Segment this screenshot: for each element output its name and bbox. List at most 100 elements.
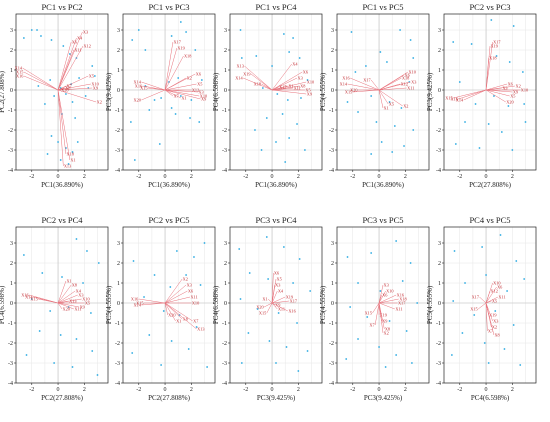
sample-point bbox=[380, 141, 383, 143]
sample-point bbox=[378, 346, 380, 348]
sample-point bbox=[288, 137, 291, 139]
sample-point bbox=[76, 141, 79, 143]
x-tick-label: -2 bbox=[350, 174, 355, 180]
loading-label: X3 bbox=[384, 283, 389, 288]
plot-frame bbox=[336, 13, 430, 171]
sample-point bbox=[346, 256, 349, 258]
loading-label: X10 bbox=[386, 289, 393, 294]
loading-label: X9 bbox=[80, 305, 85, 310]
loading-vector bbox=[138, 298, 166, 304]
sample-point bbox=[36, 29, 38, 31]
loading-label: X15 bbox=[445, 96, 452, 101]
sample-point bbox=[158, 143, 161, 145]
sample-point bbox=[248, 272, 251, 274]
loading-label: X15 bbox=[16, 70, 23, 75]
loading-vector bbox=[378, 302, 395, 310]
loading-vector bbox=[374, 302, 380, 326]
x-axis-label: PC1(36.890%) bbox=[255, 181, 297, 189]
y-tick-label: 0 bbox=[117, 88, 120, 94]
loading-label: X2 bbox=[403, 104, 408, 109]
loading-label: X20 bbox=[61, 88, 68, 93]
y-axis-label: PC5(4.555%) bbox=[319, 285, 327, 324]
sample-point bbox=[282, 246, 285, 248]
y-tick-label: 1 bbox=[117, 68, 120, 74]
sample-point bbox=[25, 354, 28, 356]
panel-title: PC3 vs PC5 bbox=[362, 215, 403, 225]
loading-label: X3 bbox=[275, 283, 280, 288]
loading-label: X9 bbox=[275, 303, 280, 308]
sample-point bbox=[490, 19, 493, 21]
y-tick-label: 2 bbox=[117, 48, 120, 54]
sample-point bbox=[393, 125, 396, 127]
loading-label: X13 bbox=[237, 64, 244, 69]
sample-point bbox=[75, 238, 78, 240]
sample-point bbox=[357, 282, 359, 284]
x-axis-label: PC4(6.598%) bbox=[471, 394, 510, 402]
loading-label: X9 bbox=[513, 90, 518, 95]
y-tick-label: 1 bbox=[224, 68, 227, 74]
loading-label: X6 bbox=[196, 72, 202, 77]
sample-point bbox=[239, 29, 242, 31]
loading-vector bbox=[486, 87, 502, 91]
loading-label: X6 bbox=[188, 289, 194, 294]
y-tick-label: 3 bbox=[331, 28, 334, 34]
y-tick-label: 1 bbox=[224, 281, 227, 287]
loading-label: X14 bbox=[15, 66, 23, 71]
loading-label: X1 bbox=[176, 319, 181, 324]
y-tick-label: -3 bbox=[436, 148, 441, 154]
loading-label: X5 bbox=[305, 88, 310, 93]
sample-point bbox=[370, 153, 373, 155]
y-tick-label: -1 bbox=[436, 108, 441, 114]
loading-vector bbox=[57, 294, 78, 304]
loading-vector bbox=[57, 89, 71, 161]
plot-frame bbox=[15, 226, 109, 384]
loading-label: X1 bbox=[181, 96, 186, 101]
loading-vector bbox=[165, 89, 200, 97]
sample-point bbox=[288, 51, 291, 53]
sample-point bbox=[260, 149, 263, 151]
sample-point bbox=[131, 39, 134, 41]
loading-label: X10 bbox=[307, 80, 314, 85]
loading-vector bbox=[57, 45, 84, 91]
loading-vector bbox=[164, 41, 174, 91]
sample-point bbox=[357, 338, 359, 340]
loading-label: X16 bbox=[342, 76, 350, 81]
y-tick-label: 3 bbox=[10, 28, 13, 34]
loading-label: X2 bbox=[183, 277, 188, 282]
y-tick-label: -3 bbox=[115, 361, 120, 367]
sample-point bbox=[271, 65, 273, 67]
sample-point bbox=[22, 37, 25, 39]
sample-point bbox=[187, 348, 190, 350]
y-tick-label: -2 bbox=[115, 341, 120, 347]
x-axis-label: PC2(27.808%) bbox=[469, 181, 511, 189]
y-tick-label: 1 bbox=[331, 281, 334, 287]
loading-vector bbox=[352, 89, 380, 93]
y-tick-label: 1 bbox=[331, 68, 334, 74]
sample-point bbox=[487, 362, 490, 364]
sample-point bbox=[365, 65, 367, 67]
x-tick-label: 0 bbox=[378, 174, 381, 180]
sample-point bbox=[143, 296, 145, 298]
loading-label: X15 bbox=[259, 311, 266, 316]
loading-label: X16 bbox=[131, 297, 139, 302]
loading-vector bbox=[271, 85, 288, 91]
plot-frame bbox=[122, 13, 216, 171]
x-tick-label: 0 bbox=[164, 174, 167, 180]
sample-point bbox=[268, 340, 271, 342]
loading-vector bbox=[57, 89, 67, 155]
y-tick-label: 1 bbox=[117, 281, 120, 287]
y-axis-label: PC4(6.598%) bbox=[212, 285, 220, 324]
sample-point bbox=[523, 278, 526, 280]
y-tick-label: -4 bbox=[329, 381, 334, 387]
sample-point bbox=[298, 258, 301, 260]
y-tick-label: -3 bbox=[222, 148, 227, 154]
y-tick-label: 3 bbox=[224, 241, 227, 247]
loading-label: X10 bbox=[192, 301, 199, 306]
sample-point bbox=[461, 332, 464, 334]
loading-vector bbox=[485, 83, 508, 91]
loading-label: X18 bbox=[489, 56, 496, 61]
loading-label: X8 bbox=[385, 327, 390, 332]
loading-label: X8 bbox=[300, 84, 305, 89]
loading-vector bbox=[485, 302, 495, 336]
